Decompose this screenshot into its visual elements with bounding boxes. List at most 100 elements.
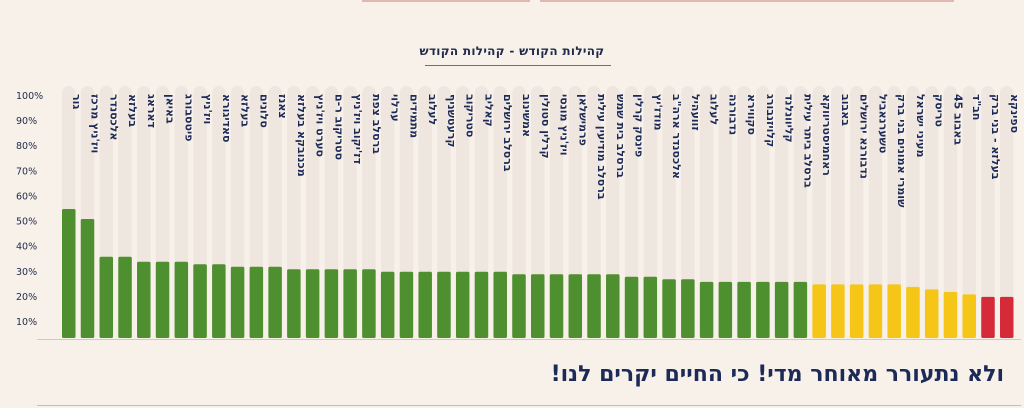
category-label: בעלזא xyxy=(239,94,252,127)
bar xyxy=(624,276,639,338)
category-label: ברסלב ירושלים xyxy=(501,94,514,172)
bar xyxy=(568,274,583,338)
category-label: נדבורנה xyxy=(726,94,739,135)
category-label: בעלזא xyxy=(126,94,139,127)
category-label: מתמידים xyxy=(407,94,420,138)
bar xyxy=(868,284,883,338)
category-label: מודז'יץ xyxy=(651,94,664,131)
category-label: צאנז xyxy=(276,94,289,119)
y-tick-label: 90% xyxy=(16,116,37,127)
bar-track xyxy=(981,86,995,338)
bar xyxy=(906,286,920,338)
bar xyxy=(230,266,245,338)
bar-track xyxy=(737,86,751,338)
bar-track xyxy=(831,86,845,338)
y-tick-label: 100% xyxy=(16,91,43,102)
bar xyxy=(718,281,733,338)
bar-track xyxy=(643,86,658,338)
category-label: סטריקוב ר-ם xyxy=(332,94,345,160)
bar xyxy=(493,271,507,338)
bar xyxy=(399,271,414,338)
category-label: גור xyxy=(70,94,83,109)
bar xyxy=(681,279,695,338)
y-tick-label: 40% xyxy=(16,242,37,253)
bar-track xyxy=(849,86,864,338)
bar xyxy=(418,271,432,338)
bar xyxy=(305,269,320,338)
bar xyxy=(137,261,151,338)
bar-track xyxy=(793,86,808,338)
category-label: ברסלב מודיעין עילית xyxy=(595,94,608,200)
bar-track xyxy=(887,86,901,338)
category-label: ברסלב צפת xyxy=(370,94,383,154)
bar xyxy=(62,209,76,338)
bar-track xyxy=(906,86,920,338)
category-label: טריסק xyxy=(933,94,946,127)
category-label: דז'יקוב ויז'ניץ xyxy=(351,94,364,164)
category-label: קרלין סטולין xyxy=(539,94,552,159)
bar-track xyxy=(699,86,714,338)
chart-baseline xyxy=(37,339,1021,340)
title-underline xyxy=(425,65,611,66)
bar xyxy=(643,276,658,338)
bar xyxy=(343,269,357,338)
bar-track xyxy=(681,86,695,338)
category-label: אלכסנדר xyxy=(107,94,120,140)
chart-title: קהילות הקודש - קהילות הקודש xyxy=(419,44,605,58)
bar-track xyxy=(812,86,826,338)
y-tick-label: 60% xyxy=(16,191,37,202)
category-label: ויז'ניץ xyxy=(201,94,214,124)
y-tick-label: 80% xyxy=(16,141,37,152)
bar xyxy=(268,266,282,338)
category-label: סאדיגורא xyxy=(220,94,233,143)
category-label: קלויזנבורג xyxy=(764,94,777,147)
category-label: טשערנאביל xyxy=(876,94,889,153)
bar-track xyxy=(924,86,939,338)
bar xyxy=(699,281,714,338)
category-label: קרעטשניף xyxy=(445,94,458,148)
category-label: באבוב 45 xyxy=(951,94,964,145)
bar xyxy=(962,294,976,338)
bar xyxy=(249,266,264,338)
bar-track xyxy=(624,86,639,338)
category-label: פינסק קרלין xyxy=(633,94,646,157)
y-tick-label: 50% xyxy=(16,217,37,228)
y-tick-label: 70% xyxy=(16,166,37,177)
category-label: לעלוב xyxy=(708,94,721,125)
category-label: ספינקא xyxy=(1008,94,1021,133)
footer-slogan: ולא נתעורר מאוחר מדי! כי החיים יקרים לנו… xyxy=(550,362,1004,387)
category-label: אמשינוב xyxy=(520,94,533,137)
bar xyxy=(324,269,339,338)
bar xyxy=(849,284,864,338)
category-label: ויז'ניץ מונסי xyxy=(558,94,571,156)
bar xyxy=(924,289,939,338)
bar xyxy=(737,281,751,338)
category-label: סערט ויז'ניץ xyxy=(314,94,327,157)
category-label: קאליב xyxy=(482,94,495,127)
category-label: פרמישלאן xyxy=(576,94,589,146)
bar xyxy=(549,274,564,338)
bar xyxy=(80,219,95,338)
category-label: קליוונלנד xyxy=(783,94,796,143)
bar xyxy=(943,291,958,338)
bar xyxy=(887,284,901,338)
category-label: בעלזא - בני ברק xyxy=(989,94,1002,180)
category-label: זוועהיל xyxy=(689,94,702,131)
bar-track xyxy=(662,86,676,338)
category-label: סלונים xyxy=(257,94,270,128)
bar xyxy=(212,264,226,338)
bar xyxy=(531,274,545,338)
bar-track xyxy=(718,86,733,338)
bar xyxy=(812,284,826,338)
bar xyxy=(756,281,770,338)
bar xyxy=(99,256,114,338)
bar xyxy=(474,271,489,338)
category-label: ויז'ניץ מרכז xyxy=(89,94,102,153)
category-label: מעיני ישראל xyxy=(914,94,927,157)
category-label: חב"ד xyxy=(970,94,983,120)
bar xyxy=(118,256,132,338)
bar xyxy=(380,271,395,338)
bar xyxy=(981,296,995,338)
category-label: ברסלב ביתר עילית xyxy=(801,94,814,188)
